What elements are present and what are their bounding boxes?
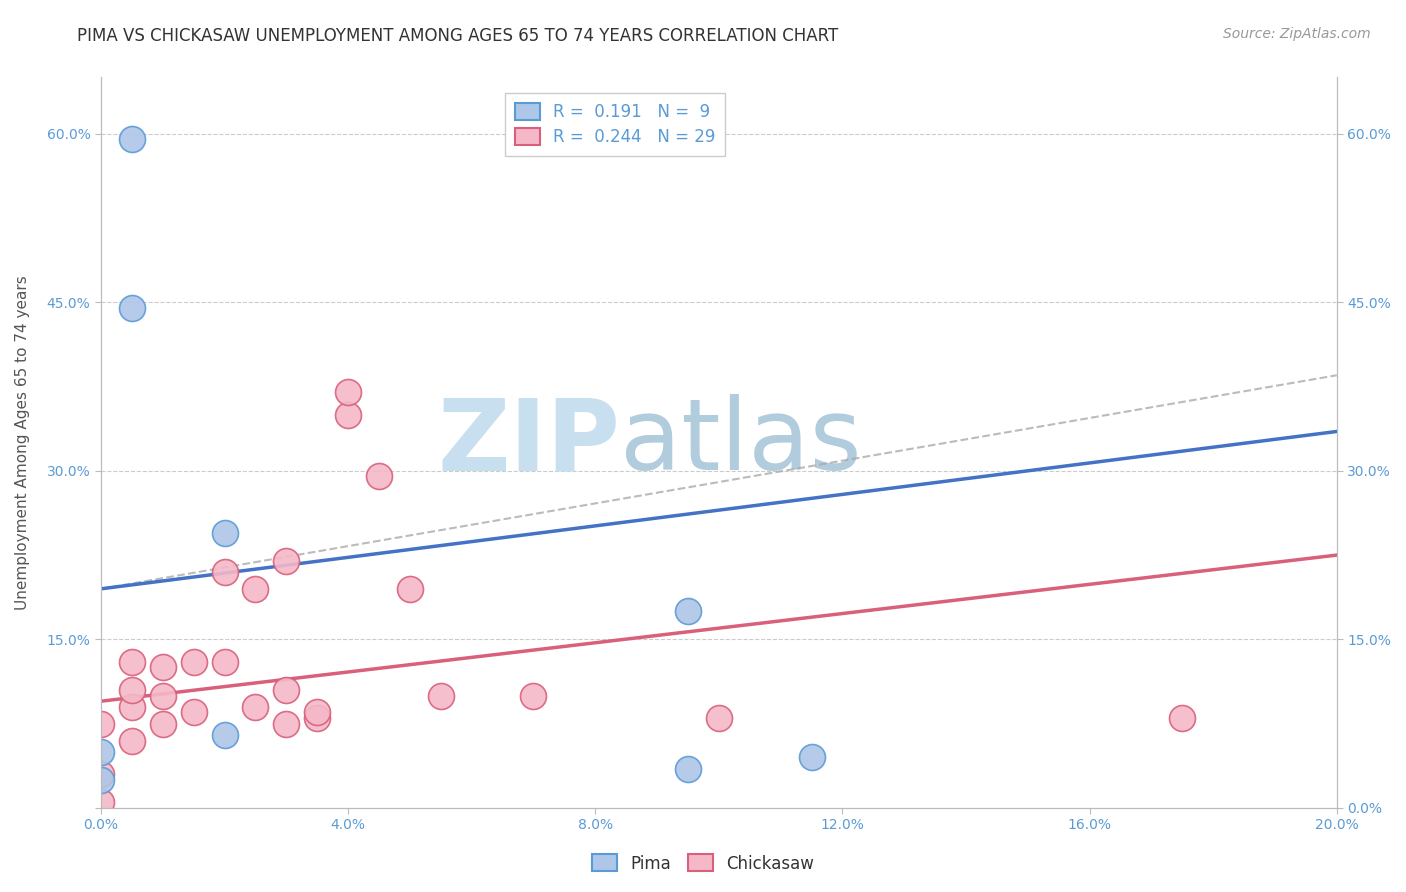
Point — [90, 716, 112, 731]
Point — [245, 582, 267, 596]
Point — [121, 655, 143, 669]
Point — [121, 683, 143, 698]
Legend: Pima, Chickasaw: Pima, Chickasaw — [585, 847, 821, 880]
Point — [121, 733, 143, 747]
Text: PIMA VS CHICKASAW UNEMPLOYMENT AMONG AGES 65 TO 74 YEARS CORRELATION CHART: PIMA VS CHICKASAW UNEMPLOYMENT AMONG AGE… — [77, 27, 838, 45]
Point — [152, 716, 174, 731]
Text: ZIP: ZIP — [437, 394, 620, 491]
Point — [800, 750, 823, 764]
Point — [399, 582, 422, 596]
Y-axis label: Unemployment Among Ages 65 to 74 years: Unemployment Among Ages 65 to 74 years — [15, 276, 30, 610]
Point — [337, 385, 360, 400]
Point — [152, 660, 174, 674]
Point — [676, 762, 699, 776]
Point — [276, 683, 298, 698]
Point — [183, 655, 205, 669]
Point — [121, 301, 143, 315]
Point — [276, 554, 298, 568]
Point — [307, 706, 329, 720]
Point — [90, 767, 112, 781]
Point — [1171, 711, 1194, 725]
Point — [121, 132, 143, 146]
Point — [214, 728, 236, 742]
Point — [430, 689, 453, 703]
Point — [522, 689, 544, 703]
Text: Source: ZipAtlas.com: Source: ZipAtlas.com — [1223, 27, 1371, 41]
Point — [214, 525, 236, 540]
Point — [276, 716, 298, 731]
Point — [307, 711, 329, 725]
Text: atlas: atlas — [620, 394, 862, 491]
Point — [676, 604, 699, 618]
Point — [90, 745, 112, 759]
Point — [90, 772, 112, 787]
Point — [214, 655, 236, 669]
Point — [152, 689, 174, 703]
Point — [245, 699, 267, 714]
Legend: R =  0.191   N =  9, R =  0.244   N = 29: R = 0.191 N = 9, R = 0.244 N = 29 — [505, 93, 725, 156]
Point — [90, 796, 112, 810]
Point — [214, 565, 236, 579]
Point — [183, 706, 205, 720]
Point — [121, 699, 143, 714]
Point — [337, 408, 360, 422]
Point — [368, 469, 391, 483]
Point — [707, 711, 730, 725]
